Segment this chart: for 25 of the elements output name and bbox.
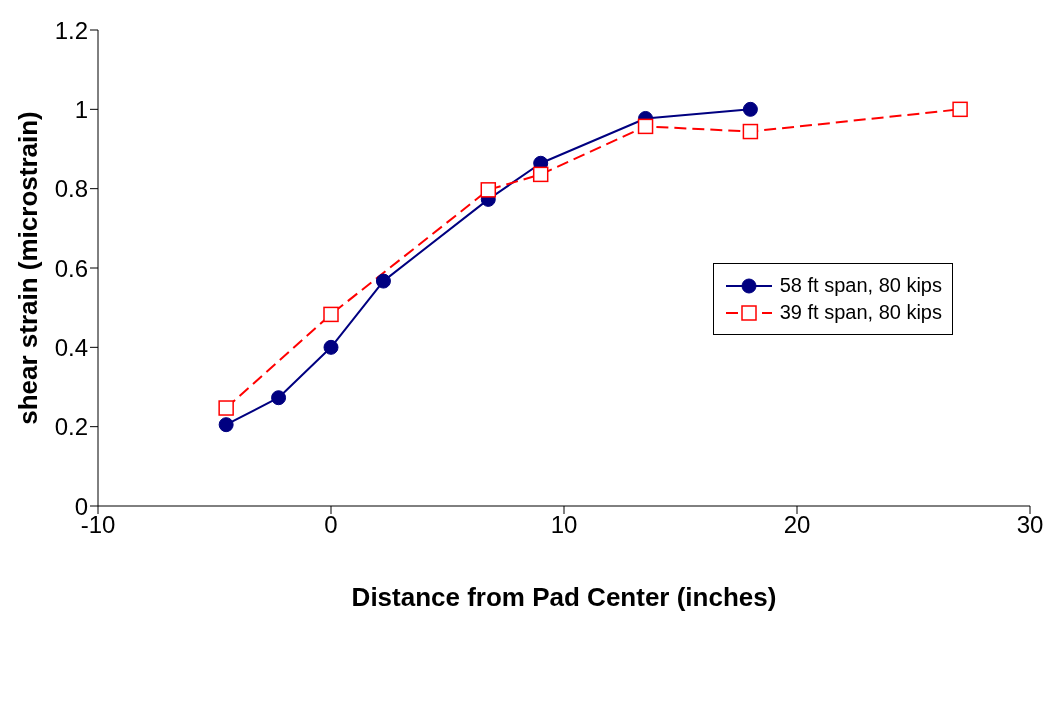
x-tick-label: 20 bbox=[783, 511, 811, 539]
y-axis-title: shear strain (microstrain) bbox=[13, 111, 44, 425]
point bbox=[375, 273, 391, 289]
y-tick-label: 0.6 bbox=[54, 254, 88, 282]
point bbox=[323, 339, 339, 355]
legend-label: 39 ft span, 80 kips bbox=[779, 301, 942, 324]
point bbox=[952, 101, 968, 118]
point bbox=[323, 306, 339, 323]
point bbox=[742, 101, 758, 117]
x-tick-label: 0 bbox=[324, 511, 338, 539]
x-tick-label: 10 bbox=[550, 511, 578, 539]
point bbox=[637, 118, 654, 135]
legend-label: 58 ft span, 80 kips bbox=[779, 274, 942, 297]
x-axis-title: Distance from Pad Center (inches) bbox=[351, 582, 777, 612]
y-tick-label: 0.2 bbox=[54, 413, 88, 441]
point bbox=[532, 166, 549, 183]
x-tick-label: 30 bbox=[1016, 511, 1044, 539]
y-tick-label: 1.2 bbox=[54, 16, 88, 44]
point bbox=[742, 123, 759, 140]
point bbox=[218, 417, 234, 433]
y-tick-label: 1 bbox=[74, 95, 88, 123]
point bbox=[271, 390, 287, 406]
point bbox=[480, 182, 497, 198]
y-tick-label: 0.8 bbox=[54, 175, 88, 203]
y-tick-label: 0.4 bbox=[54, 333, 88, 361]
